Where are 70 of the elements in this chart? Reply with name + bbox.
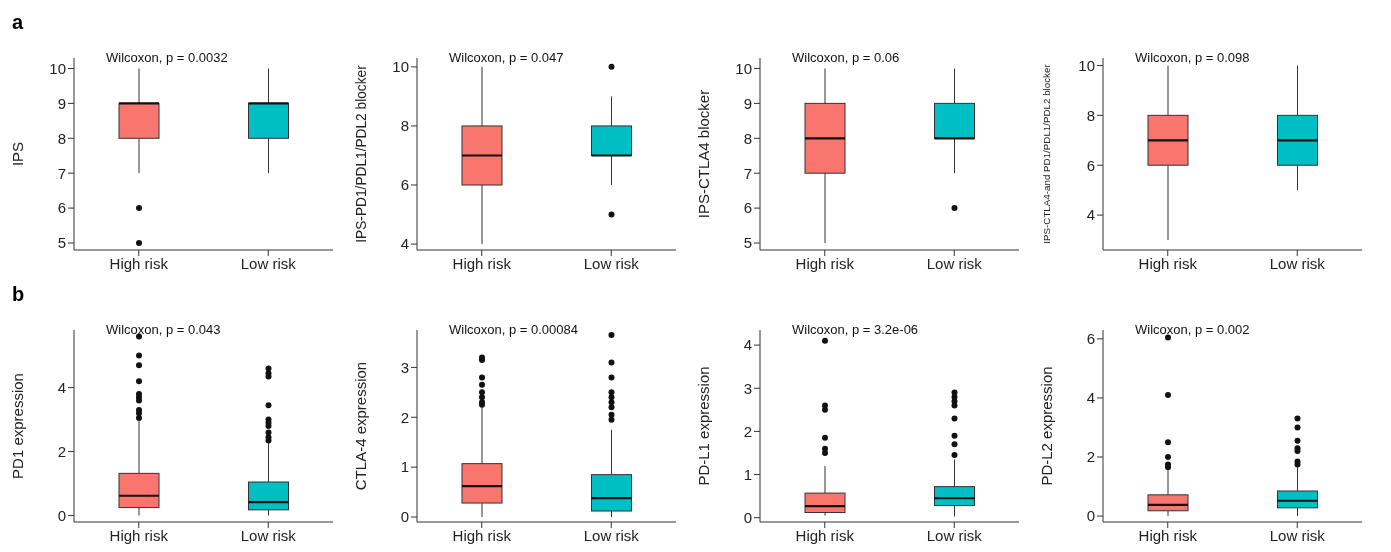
y-tick-label: 9 bbox=[57, 94, 66, 112]
annotation: Wilcoxon, p = 0.00084 bbox=[449, 322, 578, 337]
y-axis-title: PD1 expression bbox=[9, 373, 27, 479]
annotation: Wilcoxon, p = 0.002 bbox=[1135, 322, 1250, 337]
annotation: Wilcoxon, p = 3.2e-06 bbox=[792, 322, 919, 337]
x-tick-label: Low risk bbox=[926, 526, 983, 544]
chart-title: a bbox=[11, 10, 25, 35]
y-tick-label: 5 bbox=[743, 234, 752, 252]
annotation: Wilcoxon, p = 0.06 bbox=[792, 50, 900, 65]
y-tick-label: 3 bbox=[743, 379, 752, 397]
y-axis-title: CTLA-4 expression bbox=[352, 361, 370, 491]
x-tick-label: Low risk bbox=[583, 254, 640, 272]
y-tick-label: 10 bbox=[1078, 56, 1095, 74]
x-tick-label: High risk bbox=[452, 526, 512, 544]
x-tick-label: Low risk bbox=[583, 526, 640, 544]
y-tick-label: 2 bbox=[743, 422, 752, 440]
y-tick-label: 0 bbox=[1086, 507, 1095, 525]
y-tick-label: 6 bbox=[57, 199, 66, 217]
y-axis-title: IPS-CTLA4-and PD1/PDL1/PDL2 blocker bbox=[1041, 63, 1053, 244]
y-tick-label: 2 bbox=[57, 442, 66, 460]
y-tick-label: 6 bbox=[1086, 156, 1095, 174]
y-tick-label: 0 bbox=[400, 508, 409, 526]
x-tick-label: Low risk bbox=[926, 254, 983, 272]
x-tick-label: High risk bbox=[109, 254, 169, 272]
y-tick-label: 8 bbox=[57, 129, 66, 147]
y-tick-label: 10 bbox=[735, 59, 752, 77]
x-tick-label: Low risk bbox=[240, 526, 297, 544]
y-tick-label: 8 bbox=[1086, 106, 1095, 124]
chart-title: b bbox=[11, 282, 26, 307]
y-tick-label: 1 bbox=[400, 458, 409, 476]
y-tick-label: 5 bbox=[57, 234, 66, 252]
y-tick-label: 9 bbox=[743, 94, 752, 112]
x-tick-label: Low risk bbox=[240, 254, 297, 272]
x-tick-label: High risk bbox=[109, 526, 169, 544]
y-tick-label: 0 bbox=[743, 509, 752, 527]
y-tick-label: 2 bbox=[400, 408, 409, 426]
y-tick-label: 4 bbox=[1086, 389, 1095, 407]
y-axis-title: IPS bbox=[9, 141, 27, 167]
x-tick-label: High risk bbox=[452, 254, 512, 272]
y-tick-label: 2 bbox=[1086, 448, 1095, 466]
y-tick-label: 7 bbox=[743, 164, 752, 182]
x-tick-label: High risk bbox=[795, 526, 855, 544]
annotation: Wilcoxon, p = 0.0032 bbox=[106, 50, 228, 65]
annotation: Wilcoxon, p = 0.098 bbox=[1135, 50, 1250, 65]
x-tick-label: Low risk bbox=[1269, 526, 1326, 544]
y-tick-label: 6 bbox=[743, 199, 752, 217]
y-tick-label: 3 bbox=[400, 358, 409, 376]
y-tick-label: 6 bbox=[400, 176, 409, 194]
x-tick-label: High risk bbox=[1138, 254, 1198, 272]
x-tick-label: Low risk bbox=[1269, 254, 1326, 272]
y-tick-label: 8 bbox=[743, 129, 752, 147]
y-tick-label: 6 bbox=[1086, 330, 1095, 348]
annotation: Wilcoxon, p = 0.047 bbox=[449, 50, 564, 65]
y-tick-label: 1 bbox=[743, 465, 752, 483]
y-tick-label: 4 bbox=[400, 235, 409, 253]
y-tick-label: 4 bbox=[743, 336, 752, 354]
x-tick-label: High risk bbox=[795, 254, 855, 272]
y-axis-title: PD-L1 expression bbox=[695, 366, 713, 486]
y-tick-label: 8 bbox=[400, 117, 409, 135]
x-tick-label: High risk bbox=[1138, 526, 1198, 544]
y-axis-title: PD-L2 expression bbox=[1038, 366, 1056, 486]
y-tick-label: 0 bbox=[57, 506, 66, 524]
y-tick-label: 4 bbox=[57, 378, 66, 396]
y-axis-title: IPS-CTLA4 blocker bbox=[695, 89, 713, 219]
y-axis-title: IPS-PD1/PDL1/PDL2 blocker bbox=[353, 64, 369, 243]
y-tick-label: 10 bbox=[392, 58, 409, 76]
y-tick-label: 4 bbox=[1086, 206, 1095, 224]
y-tick-label: 7 bbox=[57, 164, 66, 182]
y-tick-label: 10 bbox=[49, 59, 66, 77]
annotation: Wilcoxon, p = 0.043 bbox=[106, 322, 221, 337]
